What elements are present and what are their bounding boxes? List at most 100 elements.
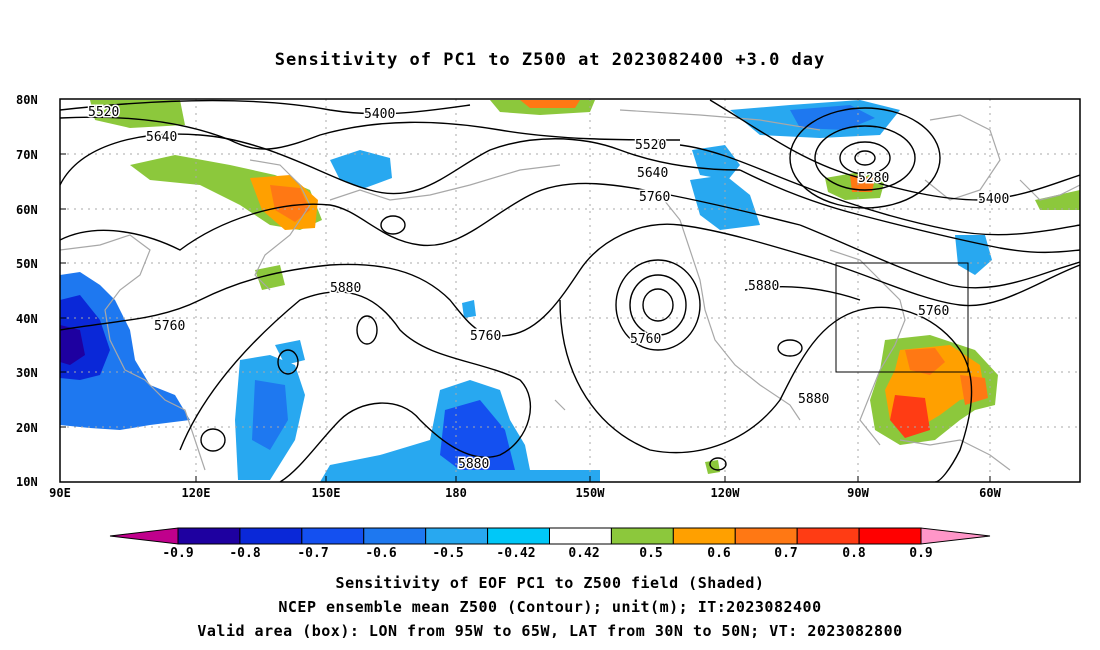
lon-label: 120W — [711, 486, 741, 500]
pos-region-japan-inner — [270, 185, 310, 222]
lat-label: 60N — [16, 203, 38, 217]
contour-label: 5400 — [978, 192, 1009, 207]
coastlines — [60, 109, 1080, 471]
ring-small-6 — [709, 457, 727, 471]
pos-region-greenland-core — [850, 175, 875, 192]
contour-5400-a — [60, 99, 471, 115]
colorbar-tick: -0.42 — [496, 546, 535, 561]
contour-label: 5280 — [858, 171, 889, 186]
contour-label: 5760 — [639, 190, 670, 205]
colorbar — [109, 527, 991, 545]
contour-label: 5520 — [635, 138, 666, 153]
low-5760-inner — [642, 288, 674, 322]
neg-region-wpac-core — [252, 380, 288, 450]
lat-label: 30N — [16, 366, 38, 380]
lat-label: 50N — [16, 257, 38, 271]
colorbar-tick: -0.6 — [365, 546, 396, 561]
lon-label: 180 — [445, 486, 467, 500]
lon-label: 90W — [847, 486, 869, 500]
colorbar-swatch — [487, 527, 551, 545]
coast-asia — [60, 234, 206, 471]
contour-label: 5760 — [630, 332, 661, 347]
contour-5760-c — [799, 224, 1080, 289]
neg-region-asia-inner — [60, 325, 85, 365]
ring-small-3 — [277, 349, 299, 375]
colorbar-tick: -0.5 — [432, 546, 463, 561]
colorbar-tick: -0.9 — [162, 546, 193, 561]
contour-label: 5760 — [918, 304, 949, 319]
colorbar-tick: 0.42 — [568, 546, 599, 561]
pos-region-europe — [1035, 190, 1080, 210]
colorbar-swatch — [734, 527, 798, 545]
contour-5640-a — [60, 133, 741, 195]
contour-5400-b — [709, 99, 1080, 201]
pos-region-okhotsk — [255, 265, 285, 290]
colorbar-swatch — [363, 527, 427, 545]
contour-label: 5760 — [154, 319, 185, 334]
pos-region-caribbean-inner — [905, 348, 945, 375]
low-5760-mid — [629, 274, 687, 336]
neg-region-npac-1 — [330, 150, 392, 188]
colorbar-tick: 0.8 — [842, 546, 866, 561]
low-5760-outer — [615, 259, 701, 351]
contour-5880-b — [559, 299, 973, 482]
neg-region-canada — [690, 175, 760, 230]
contour-label: 5520 — [88, 105, 119, 120]
coast-kamchatka — [249, 159, 311, 291]
colorbar-arrow-high — [920, 527, 991, 545]
ring-small-2 — [356, 315, 378, 345]
lat-label: 40N — [16, 312, 38, 326]
pos-region-arctic-2-core — [520, 100, 580, 108]
tick-marks — [59, 98, 991, 483]
low-5280-outer — [789, 107, 941, 209]
figure-title: Sensitivity of PC1 to Z500 at 2023082400… — [274, 50, 826, 70]
pos-region-gulf-small — [705, 460, 720, 474]
coast-na-east — [829, 249, 906, 446]
colorbar-tick: 0.5 — [639, 546, 662, 561]
coast-caribbean — [899, 439, 1011, 471]
colorbar-swatch — [549, 527, 612, 545]
footer-line-1: Sensitivity of EOF PC1 to Z500 field (Sh… — [335, 574, 765, 592]
contour-label: 5880 — [798, 392, 829, 407]
ring-small-4 — [200, 428, 226, 452]
footer-line-3: Valid area (box): LON from 95W to 65W, L… — [197, 622, 903, 640]
colorbar-tick: 0.7 — [774, 546, 797, 561]
colorbar-tick: 0.9 — [909, 546, 932, 561]
contour-labels: 5520 5640 5400 5520 5640 5760 5280 5400 … — [87, 104, 1011, 474]
coast-alaska — [329, 164, 561, 201]
contour-5880-c — [744, 286, 861, 301]
colorbar-swatch — [610, 527, 674, 545]
latitude-labels: 80N 70N 60N 50N 40N 30N 20N 10N — [16, 93, 38, 489]
contour-5760-b — [60, 223, 1080, 337]
neg-region-small — [462, 300, 476, 318]
contour-label: 5640 — [146, 130, 177, 145]
contour-label: 5640 — [637, 166, 668, 181]
lon-label: 150E — [312, 486, 341, 500]
colorbar-tick: -0.7 — [297, 546, 328, 561]
low-5280-inner — [839, 141, 891, 175]
neg-region-npac-2 — [692, 145, 740, 180]
colorbar-swatch — [796, 527, 860, 545]
coast-canada-arctic — [619, 109, 821, 131]
contour-5760-a — [60, 182, 801, 251]
pos-region-caribbean-inner-2 — [960, 375, 988, 405]
colorbar-swatch — [425, 527, 489, 545]
contour-label: 5880 — [330, 281, 361, 296]
lat-label: 80N — [16, 93, 38, 107]
contour-5640-b — [739, 169, 1080, 254]
lon-label: 150W — [576, 486, 606, 500]
z500-contours — [60, 99, 1080, 482]
footer-line-2: NCEP ensemble mean Z500 (Contour); unit(… — [278, 598, 822, 616]
contour-label: 5880 — [748, 279, 779, 294]
lon-label: 120E — [182, 486, 211, 500]
coast-greenland — [924, 114, 1001, 201]
lon-label: 90E — [49, 486, 71, 500]
ring-small-5 — [777, 339, 803, 357]
low-5280-mid — [814, 125, 916, 191]
colorbar-tick: -0.8 — [229, 546, 260, 561]
contour-label: 5880 — [458, 457, 489, 472]
low-5280-core — [854, 150, 876, 166]
coast-europe — [1019, 179, 1080, 201]
gridlines — [60, 99, 1080, 482]
